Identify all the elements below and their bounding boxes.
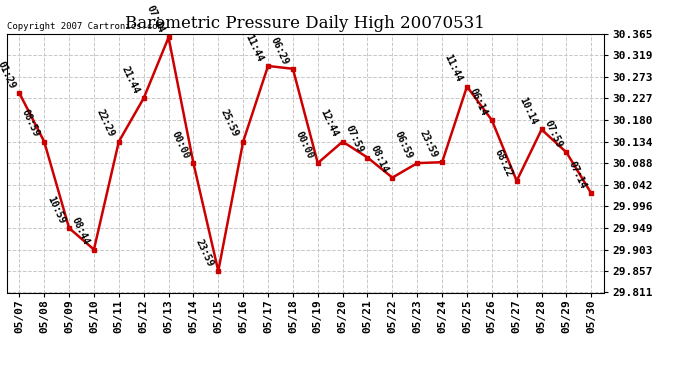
Text: 07:14: 07:14 [567,160,589,191]
Title: Barometric Pressure Daily High 20070531: Barometric Pressure Daily High 20070531 [126,15,485,32]
Text: 23:59: 23:59 [194,237,215,268]
Text: 11:44: 11:44 [244,32,265,63]
Text: 07:44: 07:44 [144,4,166,35]
Text: 07:59: 07:59 [343,124,365,155]
Text: 11:44: 11:44 [443,53,464,84]
Text: 08:59: 08:59 [20,108,41,139]
Text: 06:59: 06:59 [393,129,415,160]
Text: 07:59: 07:59 [542,119,564,150]
Text: 00:00: 00:00 [169,129,190,160]
Text: 06:14: 06:14 [468,87,489,117]
Text: 06:29: 06:29 [268,35,290,66]
Text: 23:59: 23:59 [418,129,440,159]
Text: 21:44: 21:44 [119,64,141,95]
Text: 25:59: 25:59 [219,108,240,139]
Text: 68:22: 68:22 [493,147,514,178]
Text: 12:44: 12:44 [318,108,340,139]
Text: 10:59: 10:59 [45,194,66,225]
Text: 08:14: 08:14 [368,144,390,175]
Text: 01:29: 01:29 [0,60,17,90]
Text: 10:14: 10:14 [518,96,539,127]
Text: 22:29: 22:29 [95,108,116,139]
Text: Copyright 2007 Cartronics.com: Copyright 2007 Cartronics.com [7,22,163,31]
Text: 00:00: 00:00 [293,129,315,160]
Text: 08:44: 08:44 [70,216,91,247]
